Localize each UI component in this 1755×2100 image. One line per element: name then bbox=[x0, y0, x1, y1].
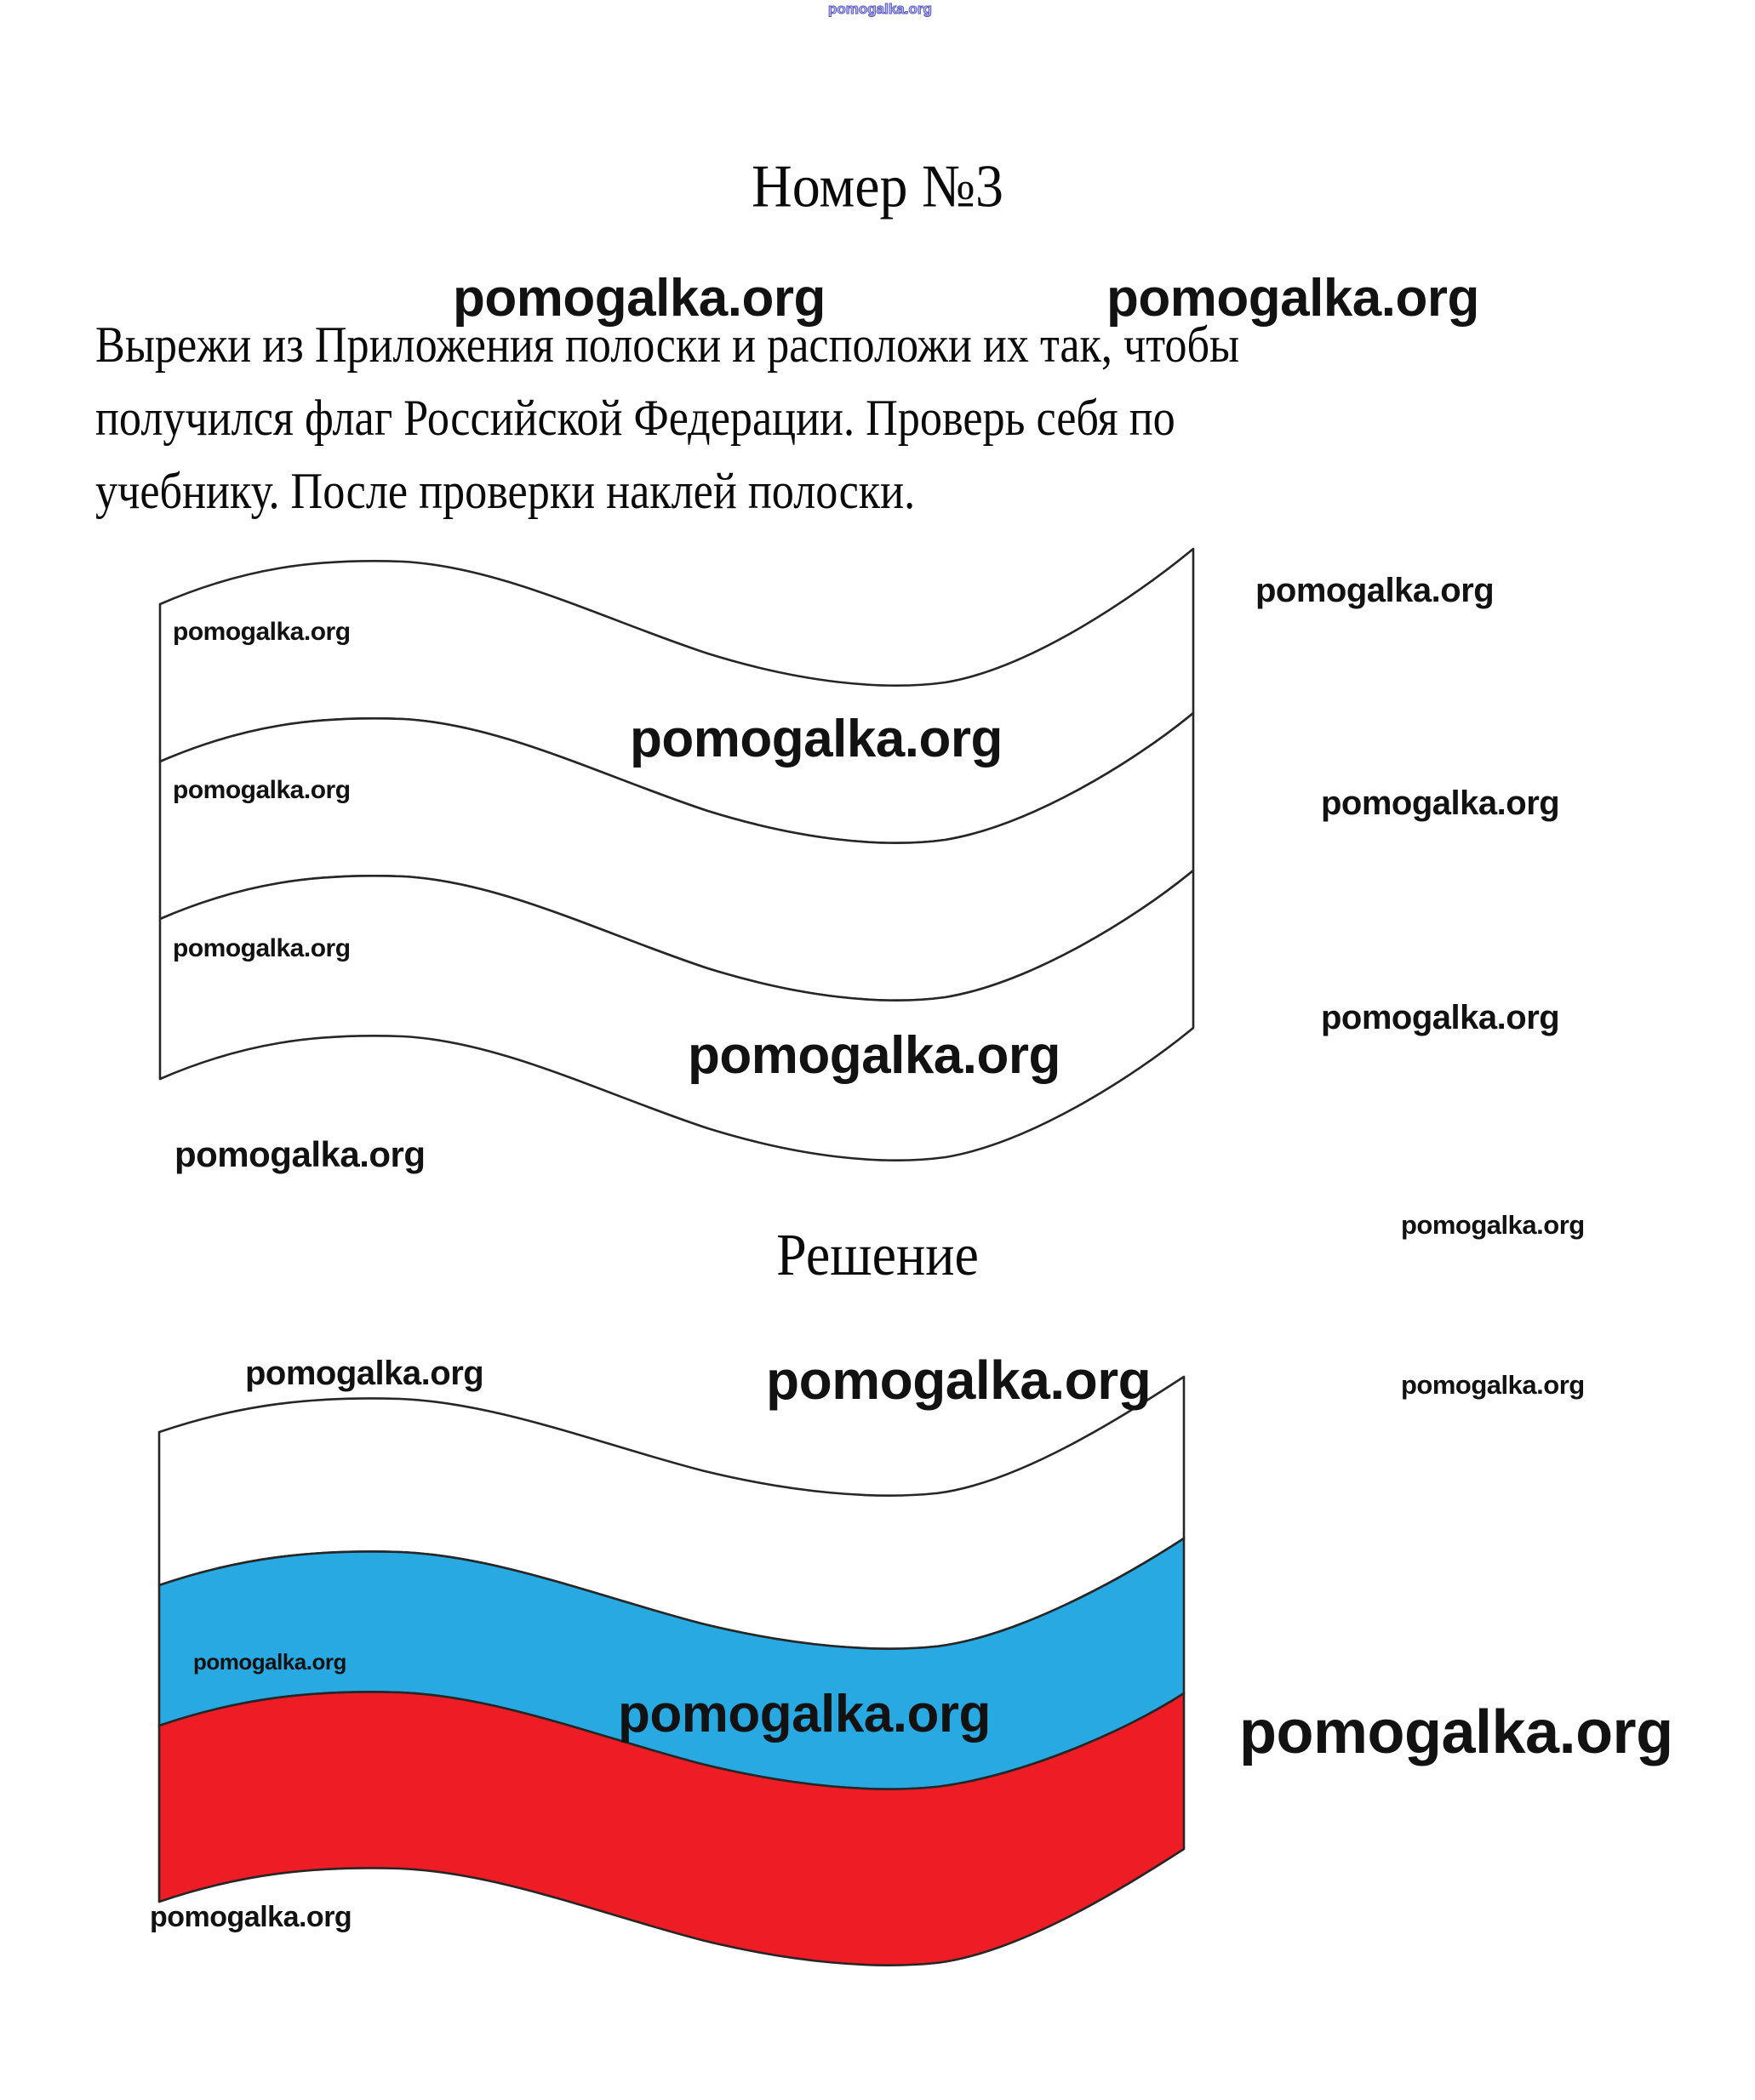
blank-flag-bottom-stripe bbox=[158, 869, 1195, 1161]
watermark: pomogalka.org bbox=[1401, 1210, 1585, 1240]
page-title: Номер №3 bbox=[752, 153, 1003, 220]
watermark: pomogalka.org bbox=[193, 1649, 346, 1675]
task-line-3: учебнику. После проверки наклей полоски. bbox=[95, 463, 916, 519]
watermark: pomogalka.org bbox=[150, 1901, 352, 1933]
watermark: pomogalka.org bbox=[630, 710, 1003, 768]
watermark: pomogalka.org bbox=[1321, 785, 1560, 822]
solution-heading: Решение bbox=[776, 1221, 979, 1288]
watermark: pomogalka.org bbox=[245, 1355, 484, 1392]
watermark: pomogalka.org bbox=[1255, 572, 1495, 609]
task-line-2: получился флаг Российской Федерации. Про… bbox=[95, 390, 1175, 446]
watermark: pomogalka.org bbox=[174, 1134, 426, 1174]
solution-flag bbox=[157, 1375, 1186, 1966]
blank-flag bbox=[158, 547, 1195, 1161]
solution-flag-red-stripe bbox=[157, 1691, 1186, 1966]
watermark: pomogalka.org bbox=[173, 776, 351, 804]
watermark: pomogalka.org bbox=[766, 1350, 1152, 1411]
watermark: pomogalka.org bbox=[828, 1, 933, 17]
watermark: pomogalka.org bbox=[173, 934, 351, 962]
task-line-1: Вырежи из Приложения полоски и расположи… bbox=[95, 317, 1240, 373]
watermark: pomogalka.org bbox=[173, 618, 351, 646]
watermark: pomogalka.org bbox=[688, 1026, 1060, 1085]
watermark: pomogalka.org bbox=[618, 1685, 991, 1743]
watermark: pomogalka.org bbox=[1239, 1698, 1673, 1766]
watermark: pomogalka.org bbox=[1321, 999, 1560, 1036]
watermark: pomogalka.org bbox=[1401, 1370, 1585, 1400]
watermark: pomogalka.org bbox=[453, 269, 826, 328]
task-text: Вырежи из Приложения полоски и расположи… bbox=[95, 308, 1410, 528]
watermark: pomogalka.org bbox=[1106, 269, 1479, 328]
